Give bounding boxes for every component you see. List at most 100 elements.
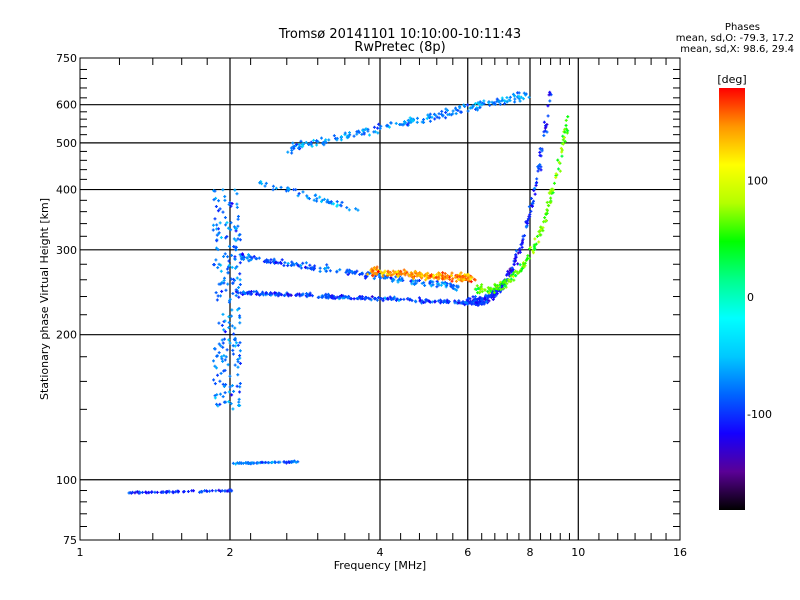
echo-point (508, 267, 512, 271)
echo-point (431, 283, 435, 287)
echo-point (312, 267, 316, 271)
echo-point (412, 274, 416, 278)
echo-point (381, 299, 385, 303)
echo-point (487, 291, 491, 295)
echo-point (217, 227, 221, 231)
echo-point (476, 286, 480, 290)
echo-point (501, 98, 505, 102)
echo-point (390, 279, 394, 283)
echo-point (399, 297, 403, 301)
echo-point (469, 106, 473, 110)
echo-point (231, 277, 235, 281)
echo-point (370, 295, 374, 299)
echo-point (263, 184, 267, 188)
echo-point (229, 402, 233, 406)
echo-point (495, 284, 499, 288)
echo-point (174, 490, 178, 494)
echo-point (425, 116, 429, 120)
echo-point (549, 196, 553, 200)
echo-point (367, 271, 371, 275)
echo-point (463, 301, 467, 305)
echo-point (423, 284, 427, 288)
echo-point (383, 296, 387, 300)
echo-point (466, 272, 470, 276)
echo-point (286, 264, 290, 268)
echo-point (266, 260, 270, 264)
echo-point (222, 400, 226, 404)
echo-point (560, 154, 564, 158)
echo-point (373, 296, 377, 300)
echo-point (420, 281, 424, 285)
echo-point (327, 201, 331, 205)
echo-point (213, 364, 217, 368)
echo-point (477, 300, 481, 304)
echo-point (264, 181, 268, 185)
echo-point (372, 271, 376, 275)
echo-point (480, 297, 484, 301)
echo-point (440, 281, 444, 285)
echo-point (324, 269, 328, 273)
echo-point (509, 274, 513, 278)
echo-point (238, 385, 242, 389)
echo-point (377, 122, 381, 126)
echo-point (290, 151, 294, 155)
echo-point (318, 195, 322, 199)
echo-point (436, 277, 440, 281)
echo-point (542, 130, 546, 134)
echo-point (370, 267, 374, 271)
echo-point (217, 351, 221, 355)
echo-point (542, 134, 546, 138)
echo-point (437, 116, 441, 120)
echo-point (236, 217, 240, 221)
echo-point (220, 281, 224, 285)
echo-point (425, 272, 429, 276)
echo-point (238, 356, 242, 360)
echo-point (440, 112, 444, 116)
echo-point (438, 301, 442, 305)
echo-point (301, 142, 305, 146)
echo-point (297, 292, 301, 296)
echo-point (422, 300, 426, 304)
echo-point (227, 244, 231, 248)
tick-labels: 1 2 4 6 8 10 16 75 100 200 300 400 500 600 750 (56, 52, 687, 559)
echo-point (324, 138, 328, 142)
echo-point (435, 115, 439, 119)
echo-point (153, 490, 157, 494)
echo-point (507, 278, 511, 282)
echo-point (289, 146, 293, 150)
echo-point (215, 246, 219, 250)
echo-point (235, 265, 239, 269)
echo-point (214, 291, 218, 295)
echo-point (217, 342, 221, 346)
echo-point (353, 270, 357, 274)
echo-point (238, 404, 242, 408)
echo-point (429, 284, 433, 288)
echo-point (379, 124, 383, 128)
echo-point (341, 296, 345, 300)
echo-point (224, 288, 228, 292)
echo-point (216, 209, 220, 213)
echo-point (415, 274, 419, 278)
echo-point (376, 296, 380, 300)
echo-point (434, 276, 438, 280)
echo-point (348, 131, 352, 135)
echo-point (229, 228, 233, 232)
echo-point (245, 256, 249, 260)
echo-point (436, 299, 440, 303)
echo-point (399, 122, 403, 126)
echo-point (238, 233, 242, 237)
echo-point (399, 278, 403, 282)
y-tick-label: 400 (56, 184, 77, 197)
x-tick-label: 6 (464, 546, 471, 559)
echo-point (141, 490, 145, 494)
echo-point (346, 135, 350, 139)
echo-point (219, 269, 223, 273)
echo-point (279, 185, 283, 189)
echo-point (241, 253, 245, 257)
echo-point (233, 326, 237, 330)
echo-point (230, 253, 234, 257)
echo-point (133, 491, 137, 495)
echo-point (487, 299, 491, 303)
echo-point (219, 371, 223, 375)
echo-point (290, 260, 294, 264)
